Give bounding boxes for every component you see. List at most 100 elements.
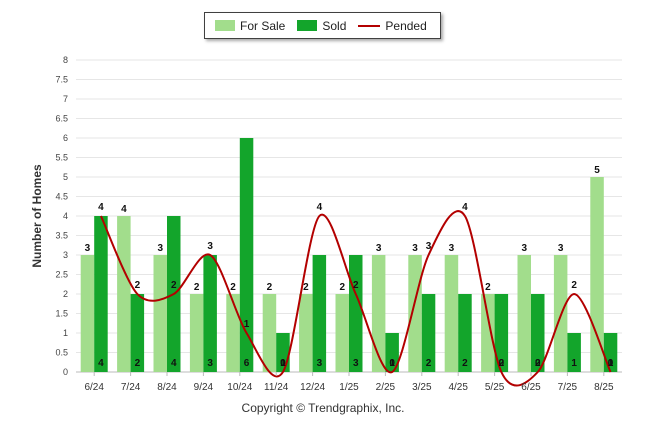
- label-pended: 0: [535, 358, 541, 369]
- bar-for-sale: [335, 294, 349, 372]
- label-pended: 4: [98, 202, 104, 213]
- x-tick-label: 8/24: [157, 382, 177, 393]
- y-tick-label: 1.5: [55, 309, 68, 319]
- pended-line-path: [100, 210, 612, 387]
- label-sold: 4: [171, 358, 177, 369]
- label-for-sale: 2: [230, 282, 236, 293]
- label-sold: 3: [207, 358, 213, 369]
- y-tick-label: 3: [63, 250, 68, 260]
- label-for-sale: 3: [521, 243, 527, 254]
- y-tick-label: 0: [63, 367, 68, 377]
- x-tick-label: 9/24: [194, 382, 214, 393]
- y-axis-label: Number of Homes: [30, 164, 44, 268]
- y-tick-label: 6.5: [55, 114, 68, 124]
- label-for-sale: 3: [85, 243, 91, 254]
- label-sold: 1: [389, 358, 395, 369]
- x-tick-label: 7/25: [558, 382, 578, 393]
- pended-swatch: [358, 24, 381, 27]
- label-pended: 2: [171, 280, 177, 291]
- label-for-sale: 2: [485, 282, 491, 293]
- label-pended: 2: [135, 280, 141, 291]
- x-tick-label: 1/25: [339, 382, 359, 393]
- y-tick-label: 4.5: [55, 192, 68, 202]
- x-tick-label: 6/24: [84, 382, 104, 393]
- legend-item-pended[interactable]: Pended: [358, 18, 427, 33]
- label-sold: 3: [317, 358, 323, 369]
- x-axis-ticks: 6/24 7/24 8/24 9/24 10/24 11/24 12/24 1/25 2/25 3…: [84, 372, 614, 393]
- bar-for-sale: [481, 294, 495, 372]
- bar-for-sale: [517, 255, 531, 372]
- bar-for-sale: [262, 294, 277, 372]
- legend-label-pended: Pended: [385, 18, 427, 33]
- y-tick-label: 7: [63, 94, 68, 104]
- label-for-sale: 3: [376, 243, 382, 254]
- bar-for-sale: [117, 216, 131, 372]
- legend: For Sale Sold Pended: [204, 12, 441, 39]
- bar-for-sale: [444, 255, 459, 372]
- label-for-sale: 2: [339, 282, 345, 293]
- bar-sold: [349, 255, 363, 372]
- bar-sold: [239, 138, 254, 372]
- label-for-sale: 3: [449, 243, 455, 254]
- bar-for-sale: [226, 294, 240, 372]
- label-sold: 1: [280, 358, 286, 369]
- y-tick-label: 2: [63, 289, 68, 299]
- x-tick-label: 11/24: [264, 382, 289, 393]
- x-tick-label: 6/25: [521, 382, 541, 393]
- y-axis-ticks: 0 0.5 1 1.5 2 2.5 3 3.5 4 4.5 5 5.5 6 6.5 7 7.5 8: [55, 55, 68, 377]
- label-for-sale: 3: [412, 243, 418, 254]
- bar-sold: [385, 333, 399, 372]
- bar-for-sale: [590, 177, 604, 372]
- y-tick-label: 5.5: [55, 153, 68, 163]
- label-pended: 2: [571, 280, 577, 291]
- bar-for-sale: [153, 255, 167, 372]
- bar-sold: [458, 294, 472, 372]
- label-pended: 3: [207, 241, 213, 252]
- label-pended: 0: [280, 358, 286, 369]
- label-sold: 2: [135, 358, 141, 369]
- label-pended: 4: [462, 202, 468, 213]
- label-pended: 3: [426, 241, 432, 252]
- label-for-sale: 3: [558, 243, 564, 254]
- label-for-sale: 2: [267, 282, 273, 293]
- label-sold: 2: [499, 358, 505, 369]
- x-tick-label: 4/25: [448, 382, 468, 393]
- bar-sold: [312, 255, 327, 372]
- x-tick-label: 12/24: [300, 382, 325, 393]
- label-pended: 4: [317, 202, 323, 213]
- bar-sold: [203, 255, 217, 372]
- bar-sold: [567, 333, 581, 372]
- label-sold: 4: [98, 358, 104, 369]
- label-sold: 2: [462, 358, 468, 369]
- x-tick-label: 10/24: [227, 382, 252, 393]
- bar-for-sale: [80, 255, 95, 372]
- bar-sold: [94, 216, 108, 372]
- label-sold: 1: [571, 358, 577, 369]
- y-tick-label: 4: [63, 211, 68, 221]
- y-tick-label: 6: [63, 133, 68, 143]
- legend-label-for-sale: For Sale: [240, 18, 286, 33]
- y-tick-label: 7.5: [55, 75, 68, 85]
- label-for-sale: 2: [303, 282, 309, 293]
- label-pended: 0: [608, 358, 614, 369]
- label-sold: 1: [608, 358, 614, 369]
- bar-for-sale: [408, 255, 422, 372]
- label-pended: 0: [389, 358, 395, 369]
- x-tick-label: 5/25: [485, 382, 505, 393]
- bar-for-sale: [189, 294, 204, 372]
- bar-for-sale: [371, 255, 386, 372]
- label-for-sale: 3: [157, 243, 163, 254]
- x-tick-label: 3/25: [412, 382, 432, 393]
- y-tick-label: 0.5: [55, 348, 68, 358]
- y-tick-label: 5: [63, 172, 68, 182]
- label-for-sale: 2: [194, 282, 200, 293]
- y-tick-label: 3.5: [55, 231, 68, 241]
- label-pended: 1: [244, 319, 250, 330]
- label-sold: 2: [535, 358, 541, 369]
- sold-swatch: [297, 20, 318, 31]
- legend-item-sold[interactable]: Sold: [297, 19, 346, 33]
- label-for-sale: 4: [121, 204, 127, 215]
- for-sale-swatch: [215, 20, 235, 31]
- legend-item-for-sale[interactable]: For Sale: [215, 19, 285, 33]
